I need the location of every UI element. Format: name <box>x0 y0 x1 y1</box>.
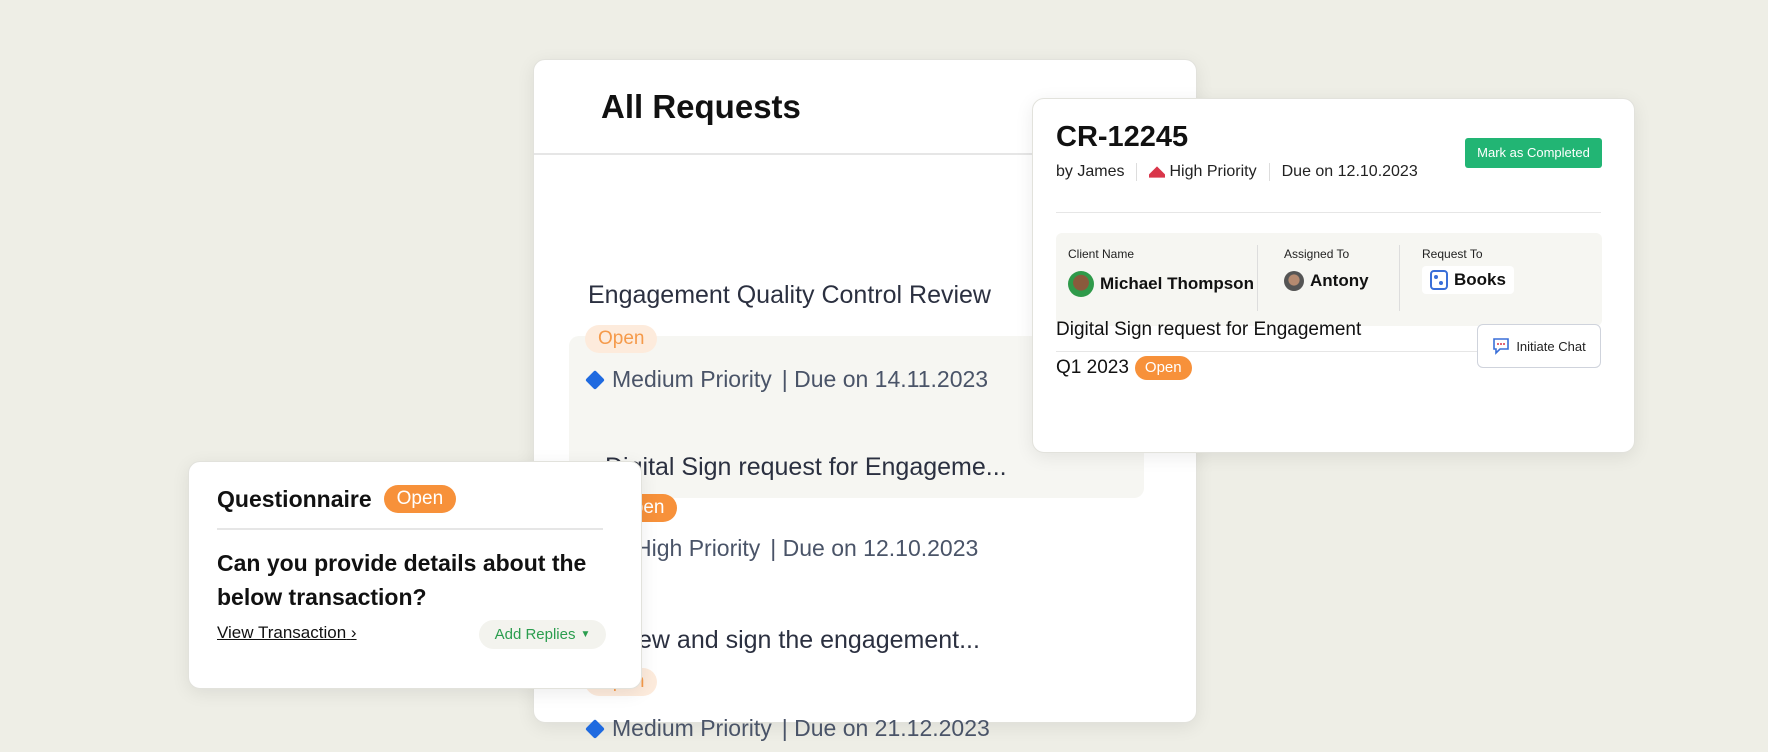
priority: Medium Priority <box>612 715 772 741</box>
initiate-chat-button[interactable]: Initiate Chat <box>1477 324 1601 368</box>
view-transaction-link[interactable]: View Transaction › <box>217 623 357 642</box>
due-date: | Due on 21.12.2023 <box>781 715 990 741</box>
priority: High Priority <box>635 535 761 561</box>
request-detail-card: CR-12245 by James High Priority Due on 1… <box>1032 98 1635 453</box>
questionnaire-card: Questionnaire Open Can you provide detail… <box>188 461 642 689</box>
mark-as-completed-button[interactable]: Mark as Completed <box>1465 138 1602 168</box>
due-date: | Due on 12.10.2023 <box>770 535 979 561</box>
task-title: Digital Sign request for Engagement Q1 20… <box>1056 319 1362 380</box>
priority: Medium Priority <box>612 366 772 392</box>
requested-by: by James <box>1056 163 1125 180</box>
caret-down-icon: ▼ <box>580 629 591 640</box>
request-title[interactable]: Digital Sign request for Engageme... <box>605 453 1007 481</box>
divider <box>217 528 603 530</box>
client-avatar <box>1068 271 1094 297</box>
status-badge: Open <box>1134 355 1192 380</box>
due-date: Due on 12.10.2023 <box>1281 163 1418 180</box>
high-priority-icon <box>1149 166 1166 178</box>
request-title[interactable]: Engagement Quality Control Review <box>588 281 991 309</box>
request-title[interactable]: Review and sign the engagement... <box>588 626 980 654</box>
status-badge: Open <box>585 325 658 353</box>
assignee-name: Antony <box>1310 271 1369 290</box>
chevron-right-icon: › <box>350 623 357 642</box>
page-title: All Requests <box>601 87 801 125</box>
due-date: | Due on 14.11.2023 <box>781 366 989 392</box>
priority: High Priority <box>1169 163 1257 180</box>
client-name: Michael Thompson <box>1100 274 1254 293</box>
assigned-label: Assigned To <box>1284 247 1350 261</box>
panel-header: All Requests <box>534 60 1196 155</box>
questionnaire-title: Questionnaire <box>217 485 372 512</box>
divider <box>1056 351 1601 352</box>
medium-priority-icon <box>585 718 605 739</box>
assignee-avatar <box>1284 271 1304 291</box>
request-to-app: Books <box>1454 270 1506 289</box>
client-label: Client Name <box>1068 247 1135 261</box>
question-text: Can you provide details about the below … <box>217 550 587 610</box>
add-replies-dropdown[interactable]: Add Replies ▼ <box>479 620 606 649</box>
request-info-box: Client Name Michael Thompson Assigned To… <box>1056 233 1602 326</box>
medium-priority-icon <box>585 369 605 390</box>
chat-icon <box>1493 338 1510 355</box>
status-badge: Open <box>383 485 457 513</box>
request-to-label: Request To <box>1422 247 1483 261</box>
request-id: CR-12245 <box>1056 121 1189 153</box>
books-icon <box>1430 270 1448 290</box>
divider <box>1056 212 1601 213</box>
